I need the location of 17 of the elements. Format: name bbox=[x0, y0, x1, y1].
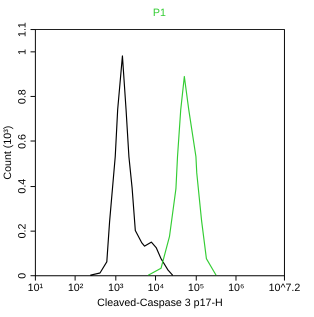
x-tick-label: 10³ bbox=[108, 282, 124, 294]
y-tick-label: 0.8 bbox=[16, 89, 29, 104]
y-tick-label: 0.4 bbox=[16, 178, 29, 194]
y-tick-label: 1.1 bbox=[16, 22, 29, 37]
y-tick-label: 0.2 bbox=[16, 223, 29, 238]
x-tick-label: 10⁵ bbox=[188, 282, 204, 294]
x-tick-label: 10¹ bbox=[28, 282, 44, 294]
chart-title: P1 bbox=[152, 6, 166, 19]
x-tick-label: 10^7.2 bbox=[268, 282, 300, 294]
y-tick-label: 0 bbox=[16, 272, 29, 279]
y-tick-label: 0.6 bbox=[16, 134, 29, 149]
y-tick-label: 1 bbox=[16, 48, 29, 55]
x-tick-label: 10² bbox=[68, 282, 84, 294]
x-tick-label: 10⁶ bbox=[228, 282, 244, 294]
x-tick-label: 10⁴ bbox=[148, 282, 165, 294]
x-axis-title: Cleaved-Caspase 3 p17-H bbox=[97, 296, 223, 309]
y-axis-title: Count (10³) bbox=[2, 126, 14, 180]
